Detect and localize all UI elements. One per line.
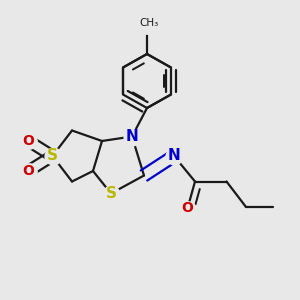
Text: N: N (168, 148, 180, 164)
Text: O: O (182, 202, 194, 215)
Text: S: S (47, 148, 58, 164)
Text: S: S (106, 186, 116, 201)
Text: N: N (126, 129, 138, 144)
Text: CH₃: CH₃ (139, 17, 158, 28)
Text: O: O (22, 164, 34, 178)
Text: O: O (22, 134, 34, 148)
